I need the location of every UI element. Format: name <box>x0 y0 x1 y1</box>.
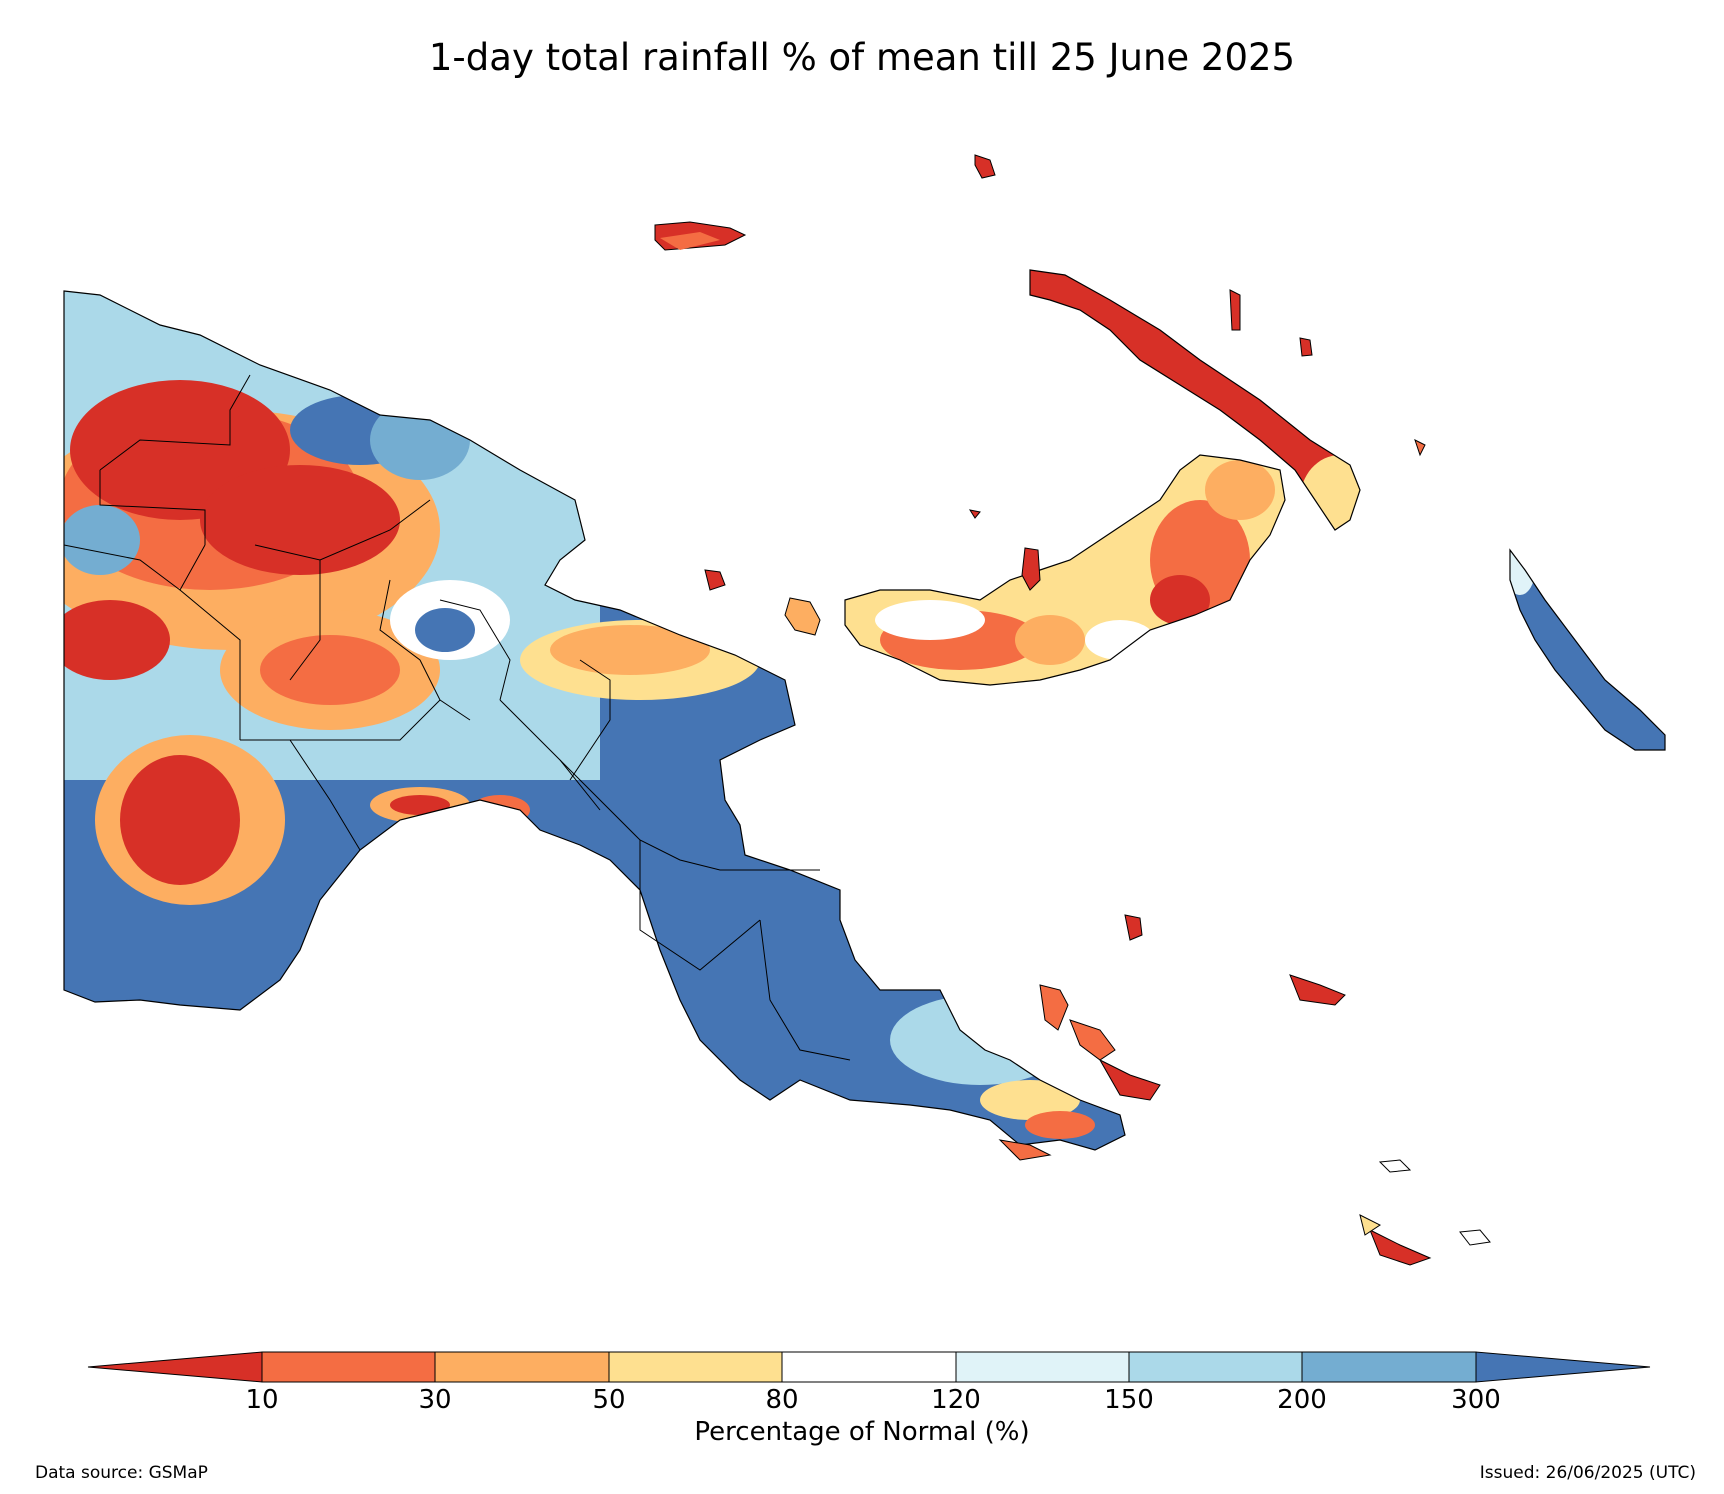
colorbar-extend-low <box>87 1351 263 1383</box>
new-britain-region <box>845 455 1285 685</box>
mainland-region <box>64 291 1125 1150</box>
issued-date: Issued: 26/06/2025 (UTC) <box>1479 1463 1696 1483</box>
province-boundaries <box>63 374 851 1061</box>
colorbar-label: Percentage of Normal (%) <box>694 1417 1030 1447</box>
colorbar-tick: 50 <box>592 1385 626 1415</box>
colorbar-tick: 200 <box>1277 1385 1327 1415</box>
colorbar-tick: 150 <box>1104 1385 1154 1415</box>
small-islands <box>704 154 1491 1266</box>
map-title: 1-day total rainfall % of mean till 25 J… <box>428 36 1296 79</box>
colorbar-swatch <box>781 1351 957 1383</box>
data-source: Data source: GSMaP <box>35 1463 208 1483</box>
colorbar-swatch <box>1301 1351 1477 1383</box>
colorbar <box>87 1351 1651 1383</box>
colorbar-extend-high <box>1475 1351 1651 1383</box>
colorbar-tick: 120 <box>931 1385 981 1415</box>
colorbar-tick: 300 <box>1451 1385 1501 1415</box>
colorbar-tick: 10 <box>245 1385 279 1415</box>
colorbar-swatch <box>955 1351 1130 1383</box>
colorbar-swatch <box>1128 1351 1303 1383</box>
colorbar-swatch <box>261 1351 436 1383</box>
colorbar-tick: 80 <box>765 1385 799 1415</box>
colorbar-swatch <box>434 1351 610 1383</box>
manus-island-west <box>660 232 720 250</box>
colorbar-tick: 30 <box>418 1385 452 1415</box>
colorbar-swatch <box>608 1351 783 1383</box>
